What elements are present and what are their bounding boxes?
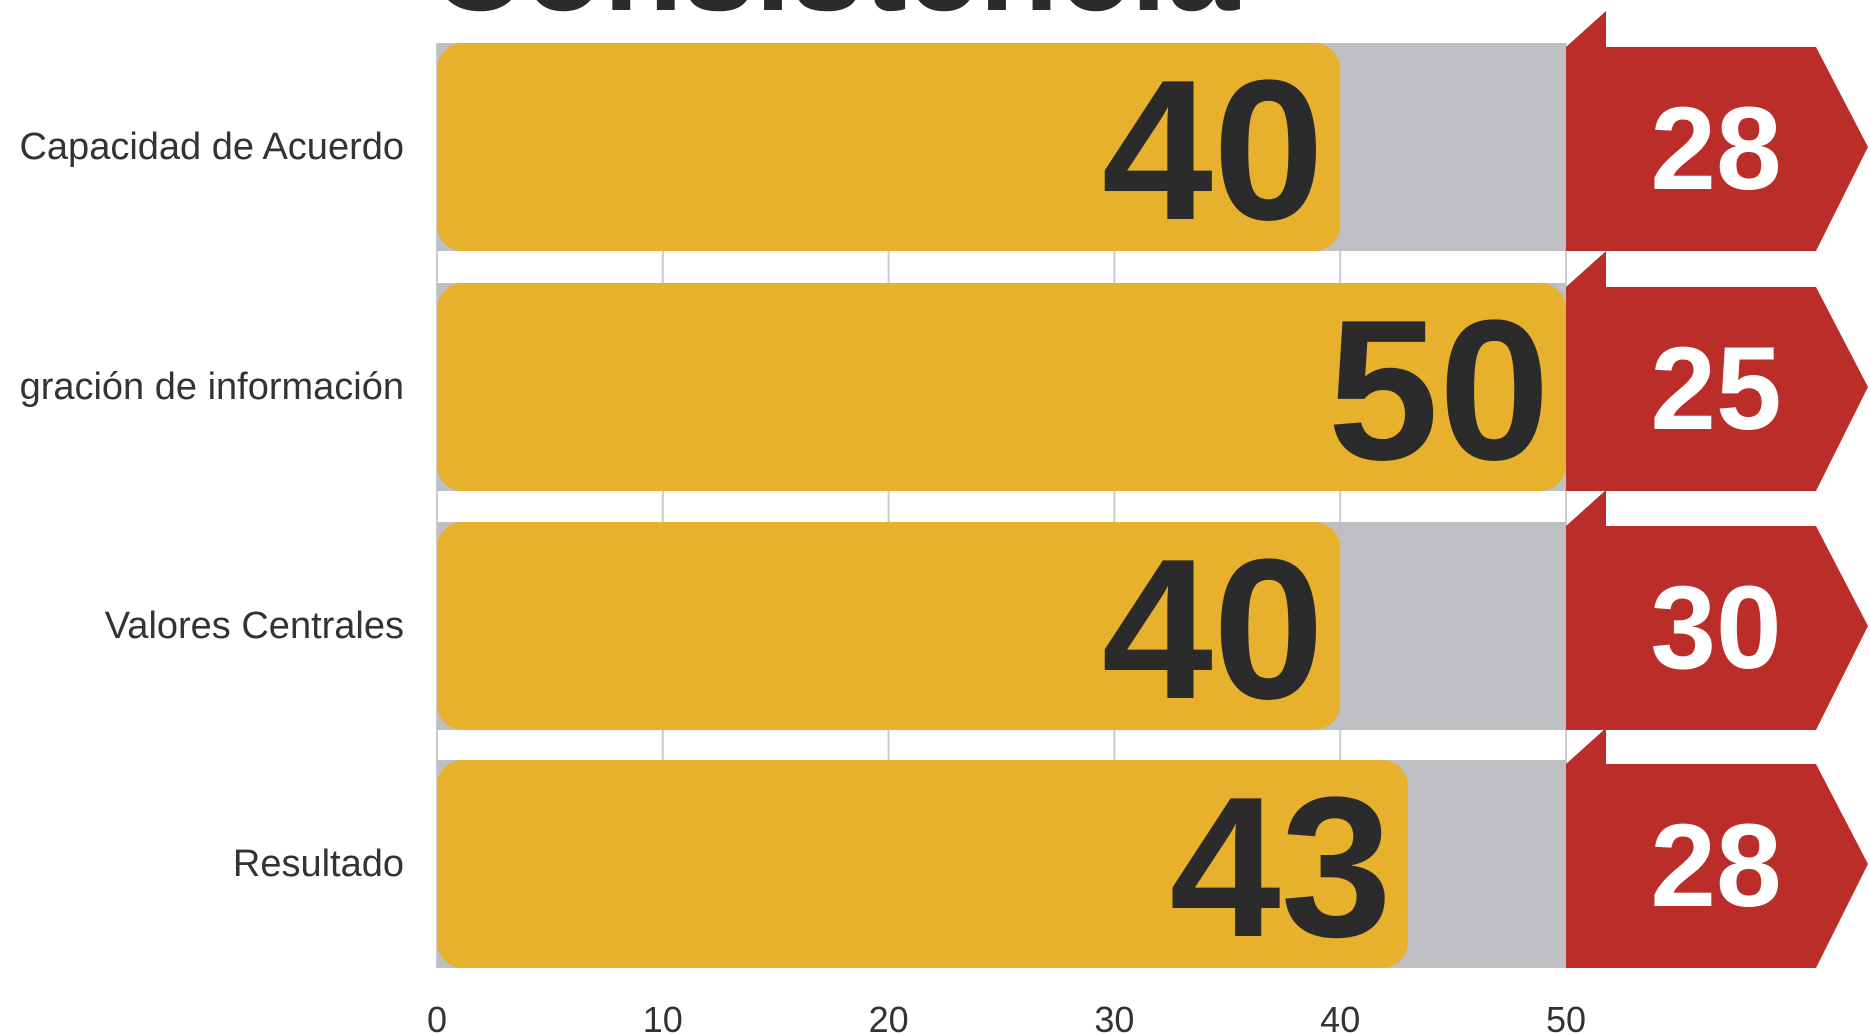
badge-layer (1566, 11, 1868, 968)
bar-value-label: 50 (1328, 279, 1550, 502)
secondary-value-label: 30 (1650, 562, 1781, 694)
axis-layer: 0 10 20 30 40 50 (427, 999, 1586, 1035)
bar-value-label: 43 (1169, 756, 1391, 979)
bar-layer (437, 43, 1566, 968)
x-tick-label: 10 (643, 999, 683, 1035)
secondary-value-label: 28 (1650, 800, 1781, 932)
x-tick-label: 40 (1320, 999, 1360, 1035)
secondary-badge (1566, 728, 1868, 968)
bar-value-label: 40 (1102, 518, 1324, 741)
x-tick-label: 0 (427, 999, 447, 1035)
bar-value-label: 40 (1102, 39, 1324, 262)
secondary-badge (1566, 251, 1868, 491)
category-label: Valores Centrales (105, 605, 404, 647)
bar (437, 43, 1341, 251)
secondary-value-label: 25 (1650, 323, 1781, 455)
x-tick-label: 30 (1094, 999, 1134, 1035)
x-tick-label: 20 (869, 999, 909, 1035)
secondary-badge (1566, 11, 1868, 251)
bar (437, 283, 1566, 491)
category-label: gración de información (20, 366, 404, 408)
x-tick-label: 50 (1546, 999, 1586, 1035)
category-label: Resultado (233, 843, 404, 885)
bar (437, 760, 1408, 968)
secondary-value-label: 28 (1650, 83, 1781, 215)
bar (437, 522, 1341, 730)
secondary-badge (1566, 490, 1868, 730)
chart-title: Consistencia (430, 0, 1241, 38)
label-layer: 40 28 Capacidad de Acuerdo 50 25 gración de i… (19, 39, 1781, 979)
category-label: Capacidad de Acuerdo (19, 126, 404, 168)
